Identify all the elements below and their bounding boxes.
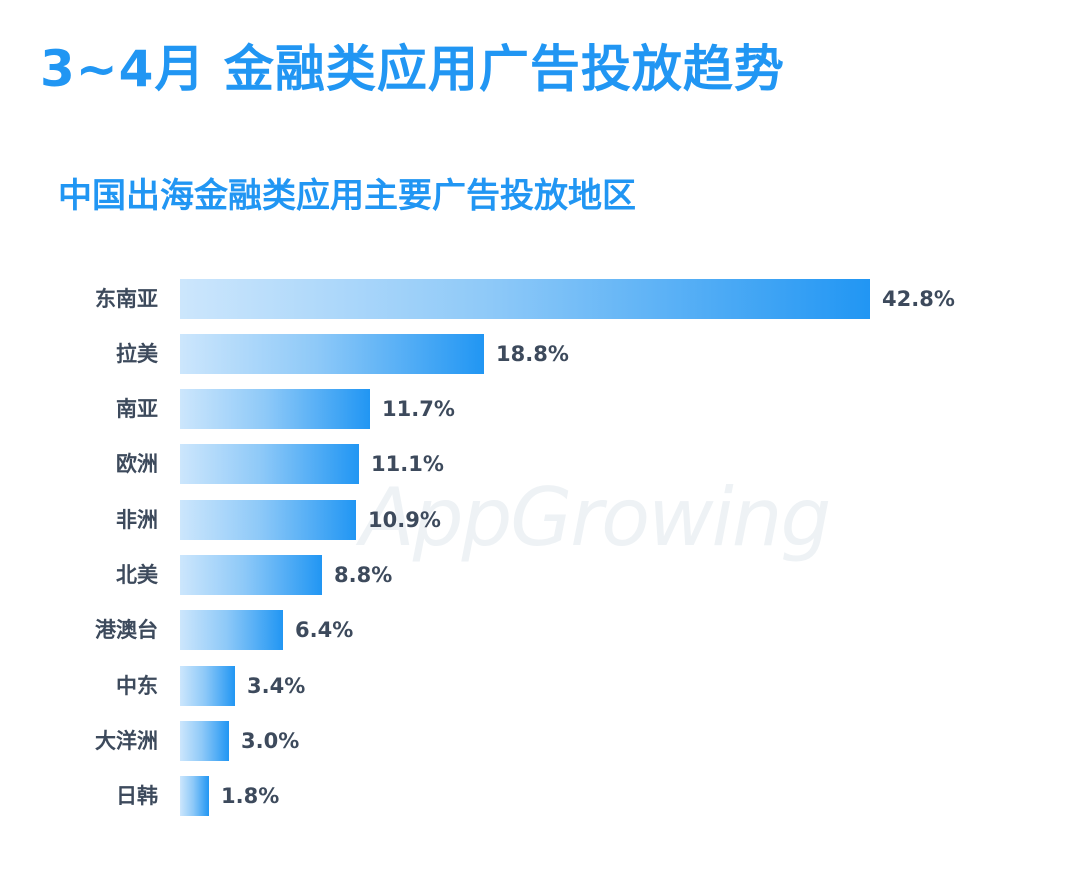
value-label: 8.8%	[334, 563, 393, 587]
bar	[180, 666, 235, 706]
category-label: 中东	[116, 674, 158, 698]
value-label: 11.1%	[371, 452, 444, 476]
chart-row: 日韩 1.8%	[0, 776, 1080, 816]
category-label: 非洲	[116, 508, 158, 532]
category-label: 拉美	[116, 342, 158, 366]
bar	[180, 279, 870, 319]
category-label: 北美	[116, 563, 158, 587]
bar	[180, 776, 209, 816]
chart-row: 港澳台 6.4%	[0, 610, 1080, 650]
chart-title: 中国出海金融类应用主要广告投放地区	[58, 176, 636, 216]
value-label: 1.8%	[221, 784, 280, 808]
bar	[180, 500, 356, 540]
category-label: 日韩	[116, 784, 158, 808]
chart-row: 东南亚 42.8%	[0, 279, 1080, 319]
category-label: 港澳台	[95, 618, 158, 642]
bar	[180, 555, 322, 595]
value-label: 11.7%	[382, 397, 455, 421]
page-title: 3~4月 金融类应用广告投放趋势	[40, 40, 785, 98]
chart-row: 非洲 10.9%	[0, 500, 1080, 540]
bar	[180, 610, 283, 650]
chart-row: 南亚 11.7%	[0, 389, 1080, 429]
chart-row: 欧洲 11.1%	[0, 444, 1080, 484]
value-label: 42.8%	[882, 287, 955, 311]
category-label: 东南亚	[95, 287, 158, 311]
chart-row: 中东 3.4%	[0, 666, 1080, 706]
chart-row: 拉美 18.8%	[0, 334, 1080, 374]
value-label: 18.8%	[496, 342, 569, 366]
chart-row: 北美 8.8%	[0, 555, 1080, 595]
bar	[180, 389, 370, 429]
chart-row: 大洋洲 3.0%	[0, 721, 1080, 761]
value-label: 3.0%	[241, 729, 300, 753]
bar	[180, 334, 484, 374]
value-label: 10.9%	[368, 508, 441, 532]
category-label: 大洋洲	[95, 729, 158, 753]
bar	[180, 444, 359, 484]
value-label: 3.4%	[247, 674, 306, 698]
value-label: 6.4%	[295, 618, 354, 642]
bar	[180, 721, 229, 761]
category-label: 欧洲	[116, 452, 158, 476]
category-label: 南亚	[116, 397, 158, 421]
